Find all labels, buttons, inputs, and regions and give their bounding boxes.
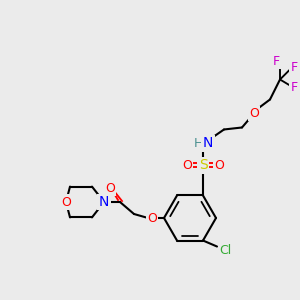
Text: O: O: [147, 212, 157, 224]
Text: N: N: [203, 136, 213, 151]
Text: F: F: [290, 81, 298, 94]
Text: S: S: [199, 158, 207, 172]
Text: F: F: [272, 55, 280, 68]
Text: F: F: [290, 61, 298, 74]
Text: N: N: [99, 195, 109, 209]
Text: O: O: [249, 107, 259, 120]
Text: O: O: [61, 196, 71, 208]
Text: H: H: [193, 137, 203, 150]
Text: O: O: [182, 159, 192, 172]
Text: Cl: Cl: [219, 244, 231, 257]
Text: O: O: [105, 182, 115, 194]
Text: O: O: [214, 159, 224, 172]
